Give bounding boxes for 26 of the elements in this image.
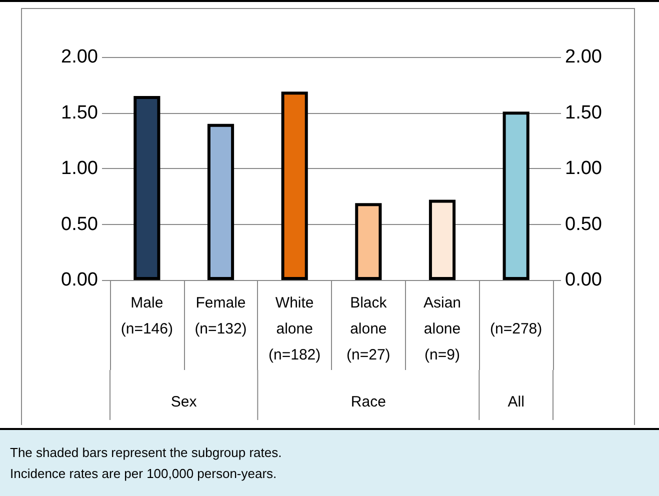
x-tick-label: Male (n=146) xyxy=(120,294,173,338)
x-tick-label: White alone (n=182) xyxy=(268,294,321,364)
y-tick-label: 1.50 xyxy=(61,102,98,124)
x-tick-label: Black alone (n=27) xyxy=(346,294,390,364)
y2-tick-label: 1.00 xyxy=(565,158,602,179)
bar xyxy=(281,92,308,280)
y2-tick-label: 1.50 xyxy=(565,102,602,124)
text: Race xyxy=(350,394,386,410)
y-tick-label: 0.50 xyxy=(61,214,98,235)
text: Sex xyxy=(170,394,198,410)
bar xyxy=(355,203,382,280)
y2-tick-label: 0.50 xyxy=(565,214,602,235)
bar xyxy=(502,112,530,280)
text: All xyxy=(508,394,524,410)
bar xyxy=(207,124,234,280)
x-tick-label: Female (n=132) xyxy=(194,294,247,338)
y-tick-label: 0.00 xyxy=(61,270,98,290)
x-tick-label: Asian alone (n=9) xyxy=(423,294,462,364)
y-tick-label: 1.00 xyxy=(61,158,98,179)
x-tick-label: (n=278) xyxy=(490,320,542,338)
bar xyxy=(428,200,456,280)
y-tick-label: 2.00 xyxy=(61,46,98,68)
text: The shaded bars represent the subgroup rates. Incidence rates are per 100,000 person-years. xyxy=(0,428,659,496)
bar xyxy=(134,96,160,280)
y2-tick-label: 2.00 xyxy=(565,46,602,68)
y2-tick-label: 0.00 xyxy=(565,270,602,290)
